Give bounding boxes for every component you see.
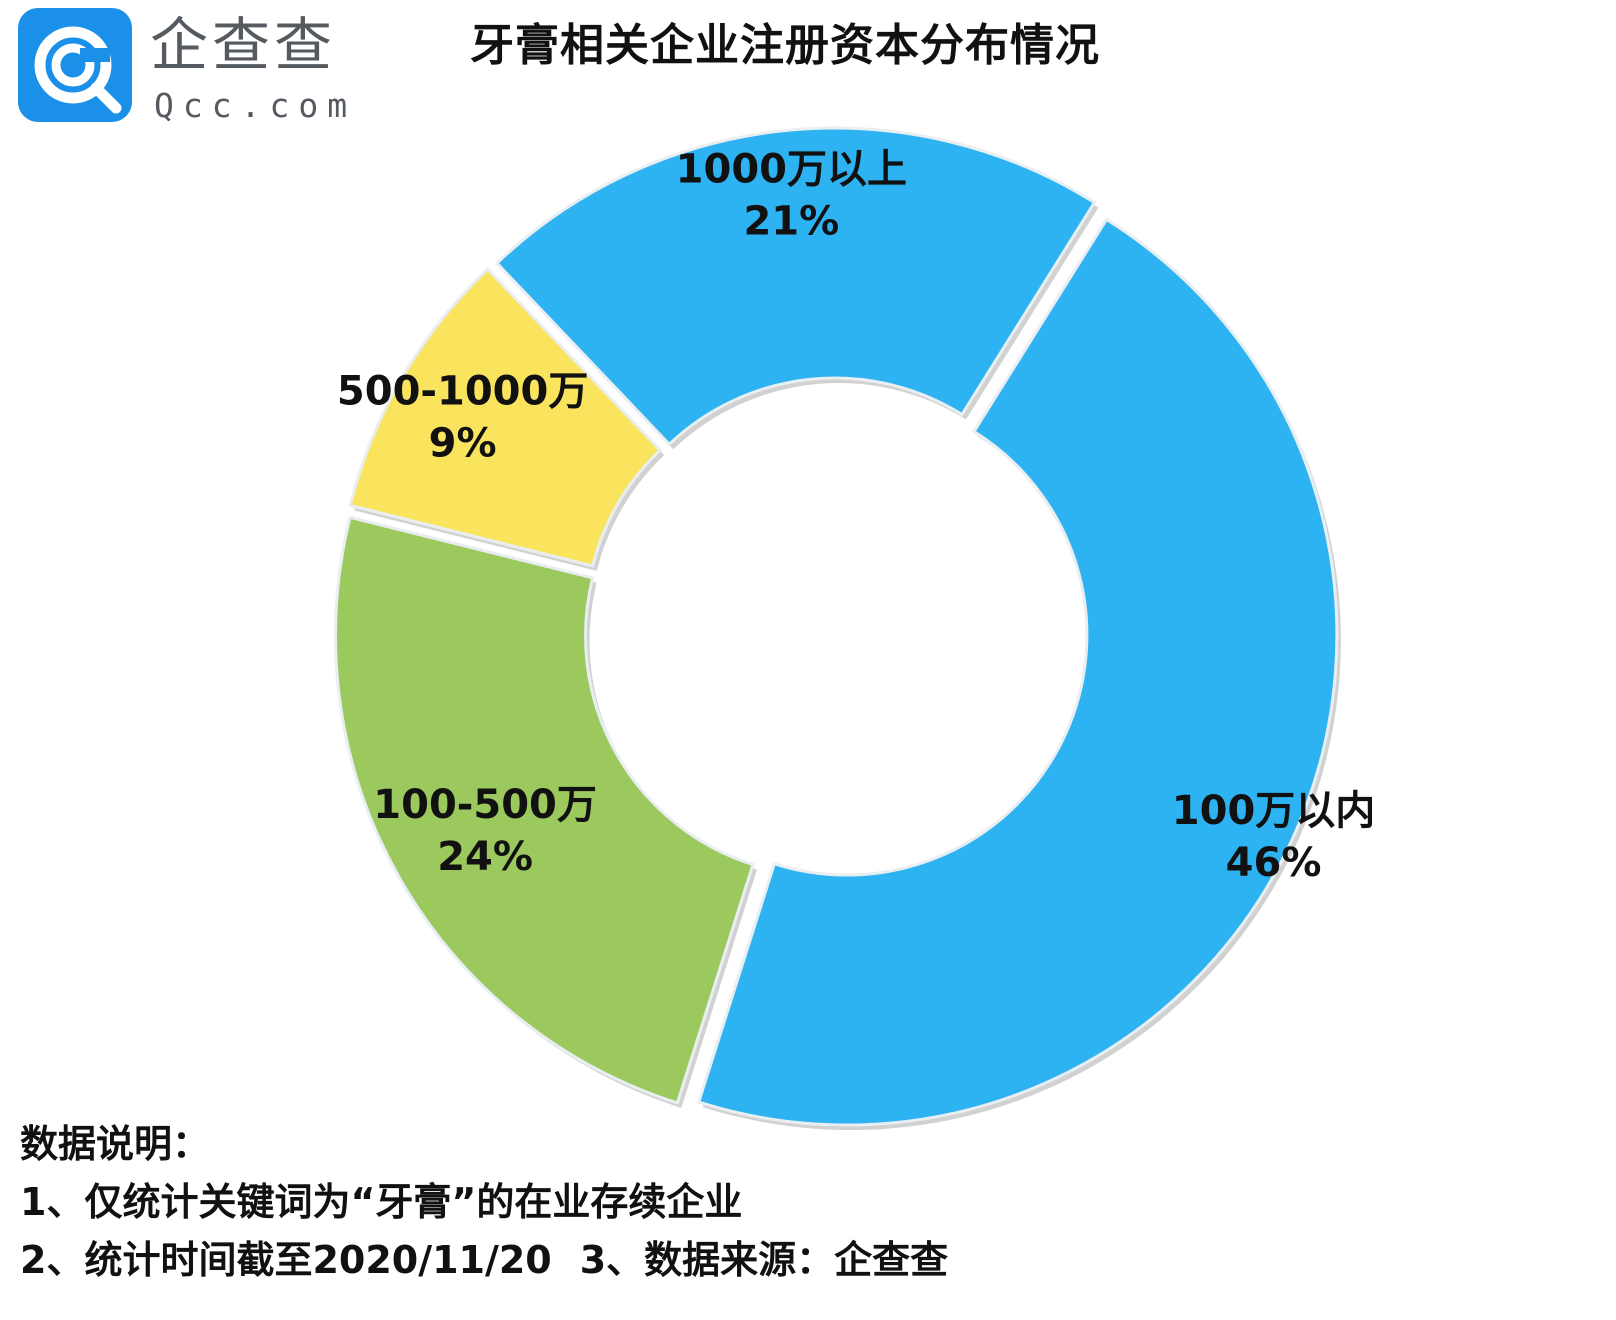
notes-heading: 数据说明： [20,1122,211,1166]
donut-slice-0 [696,217,1339,1127]
note-source: 3、数据来源：企查查 [579,1238,949,1282]
slice-category-label: 100-500万 [373,782,597,828]
donut-slice-2 [348,266,663,568]
logo-name-cn: 企查查 [150,11,337,79]
slice-category-label: 1000万以上 [676,146,907,192]
donut-slice-3 [494,126,1097,447]
slice-value-label: 21% [743,198,839,244]
notes: 数据说明： 1、仅统计关键词为“牙膏”的在业存续企业 2、统计时间截至2020/… [20,1115,948,1289]
slice-category-label: 500-1000万 [337,369,588,415]
donut-slice-1 [334,515,755,1105]
slice-category-label: 100万以内 [1172,788,1376,834]
slice-value-label: 9% [429,421,497,467]
note-line-2: 2、统计时间截至2020/11/20 3、数据来源：企查查 [20,1231,948,1289]
slice-value-label: 46% [1226,840,1322,886]
qcc-logo: 企查查 Qcc.com [18,8,348,128]
chart-title: 牙膏相关企业注册资本分布情况 [470,20,1100,71]
note-time: 2、统计时间截至2020/11/20 [20,1238,552,1282]
note-line-1: 1、仅统计关键词为“牙膏”的在业存续企业 [20,1180,743,1224]
qcc-badge-icon [18,8,132,122]
logo-domain: Qcc.com [154,86,357,125]
slice-value-label: 24% [437,834,533,880]
